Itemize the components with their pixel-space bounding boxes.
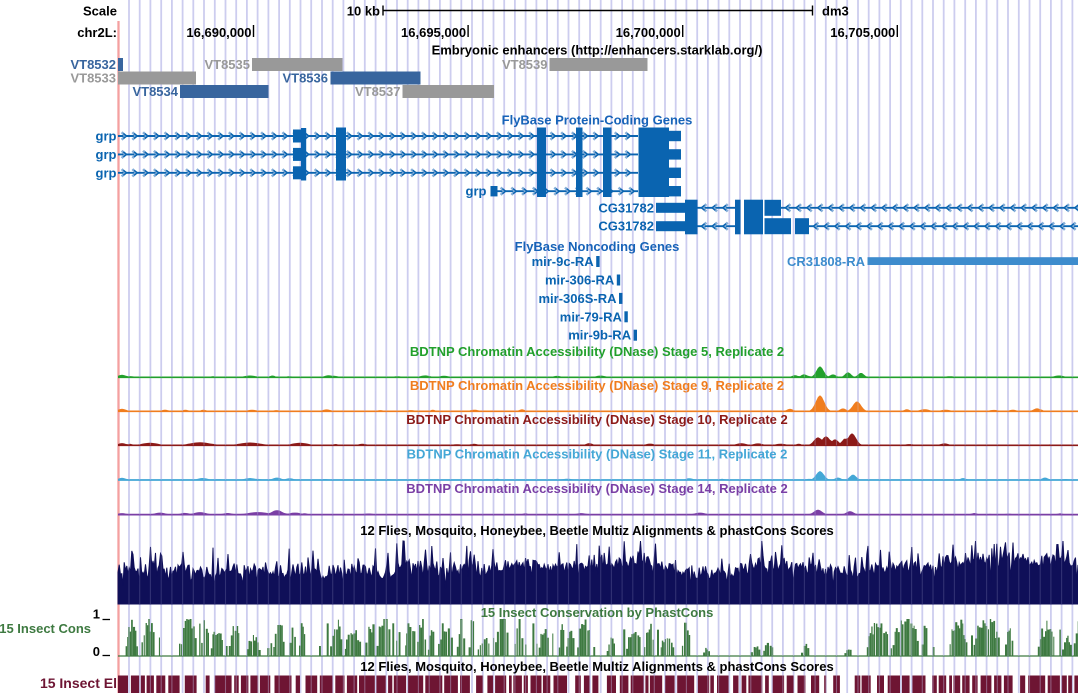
svg-text:1: 1 xyxy=(93,607,100,622)
svg-text:BDTNP Chromatin Accessibility: BDTNP Chromatin Accessibility (DNase) St… xyxy=(407,447,788,462)
svg-text:CR31808-RA: CR31808-RA xyxy=(787,254,866,269)
svg-text:mir-9b-RA: mir-9b-RA xyxy=(568,328,631,343)
svg-text:VT8539: VT8539 xyxy=(502,57,548,72)
svg-text:grp: grp xyxy=(96,165,117,180)
svg-text:10 kb: 10 kb xyxy=(347,4,380,19)
svg-text:VT8532: VT8532 xyxy=(70,57,116,72)
svg-text:grp: grp xyxy=(96,129,117,144)
svg-text:CG31782: CG31782 xyxy=(598,200,654,215)
svg-text:12 Flies, Mosquito, Honeybee,: 12 Flies, Mosquito, Honeybee, Beetle Mul… xyxy=(360,659,833,674)
svg-text:VT8534: VT8534 xyxy=(132,84,178,99)
svg-text:BDTNP Chromatin Accessibility: BDTNP Chromatin Accessibility (DNase) St… xyxy=(406,481,787,496)
svg-text:chr2L:: chr2L: xyxy=(77,25,117,40)
svg-text:15 Insect El: 15 Insect El xyxy=(40,675,117,691)
svg-text:VT8537: VT8537 xyxy=(355,84,401,99)
svg-text:Scale: Scale xyxy=(83,4,117,19)
svg-text:grp: grp xyxy=(96,147,117,162)
svg-text:16,700,000: 16,700,000 xyxy=(616,25,681,40)
svg-text:VT8535: VT8535 xyxy=(204,57,250,72)
svg-text:BDTNP Chromatin Accessibility: BDTNP Chromatin Accessibility (DNase) St… xyxy=(410,344,784,359)
svg-text:16,705,000: 16,705,000 xyxy=(830,25,895,40)
svg-text:16,690,000: 16,690,000 xyxy=(186,25,251,40)
svg-text:0: 0 xyxy=(93,644,100,659)
svg-text:mir-306-RA: mir-306-RA xyxy=(545,273,615,288)
svg-text:mir-9c-RA: mir-9c-RA xyxy=(532,254,595,269)
svg-text:grp: grp xyxy=(466,184,487,199)
svg-text:mir-306S-RA: mir-306S-RA xyxy=(538,291,617,306)
svg-text:FlyBase Protein-Coding Genes: FlyBase Protein-Coding Genes xyxy=(502,113,693,128)
svg-text:VT8533: VT8533 xyxy=(70,71,116,86)
svg-text:Embryonic enhancers (http://en: Embryonic enhancers (http://enhancers.st… xyxy=(432,43,763,58)
svg-text:VT8536: VT8536 xyxy=(282,71,328,86)
svg-text:mir-79-RA: mir-79-RA xyxy=(560,309,623,324)
svg-text:dm3: dm3 xyxy=(822,4,849,19)
svg-text:BDTNP Chromatin Accessibility: BDTNP Chromatin Accessibility (DNase) St… xyxy=(410,378,784,393)
svg-text:12 Flies, Mosquito, Honeybee,: 12 Flies, Mosquito, Honeybee, Beetle Mul… xyxy=(360,523,833,538)
svg-text:FlyBase Noncoding Genes: FlyBase Noncoding Genes xyxy=(515,239,680,254)
svg-text:CG31782: CG31782 xyxy=(598,219,654,234)
svg-text:15 Insect Cons: 15 Insect Cons xyxy=(0,621,91,636)
svg-text:BDTNP Chromatin Accessibility: BDTNP Chromatin Accessibility (DNase) St… xyxy=(406,412,787,427)
svg-text:16,695,000: 16,695,000 xyxy=(401,25,466,40)
svg-text:15 Insect Conservation by Phas: 15 Insect Conservation by PhastCons xyxy=(481,605,714,620)
